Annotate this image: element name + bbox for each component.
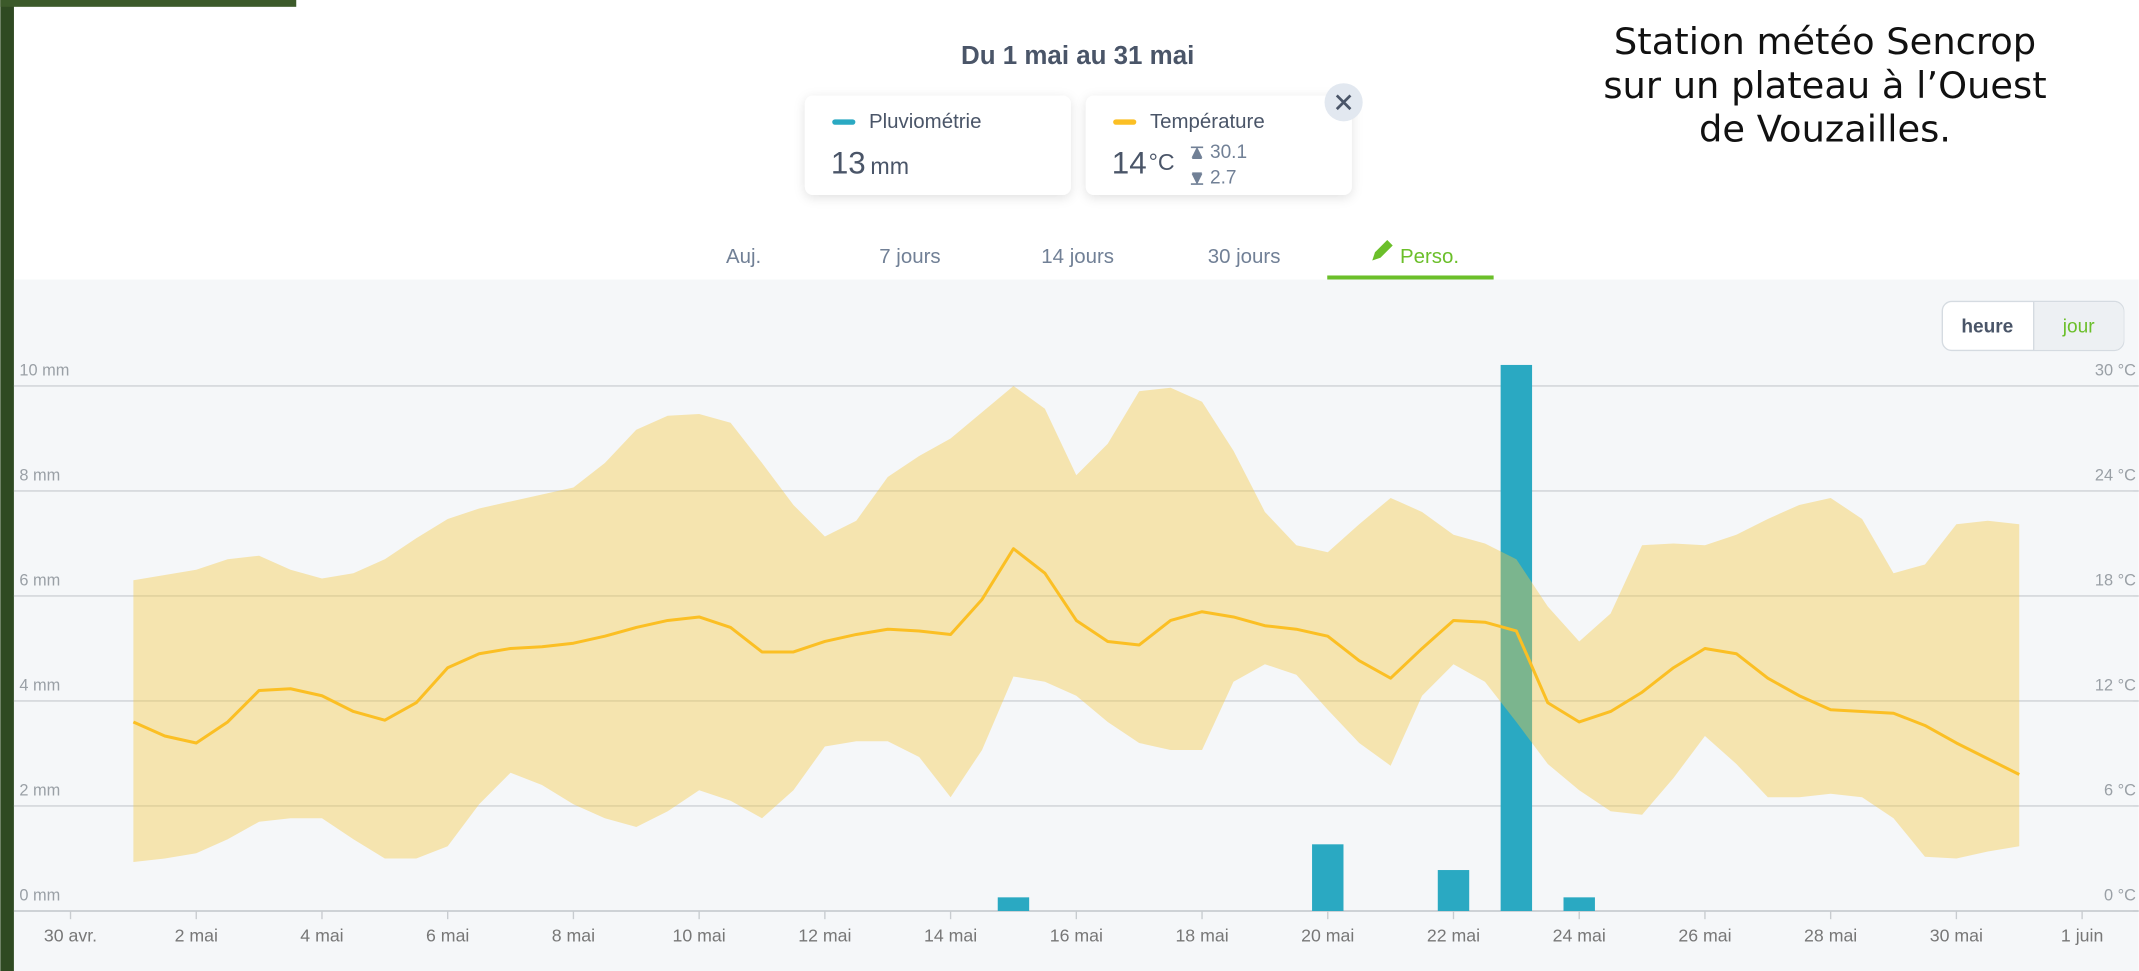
x-tick-label: 26 mai: [1678, 926, 1731, 946]
y2-tick-label: 6 °C: [2104, 781, 2136, 799]
y-tick-label: 6 mm: [19, 571, 60, 589]
screen: Du 1 mai au 31 mai Pluviométrie 13 mm Te…: [0, 0, 2139, 971]
card-label: Pluviométrie: [869, 110, 981, 133]
x-tick-label: 24 mai: [1553, 926, 1606, 946]
rain-bar: [998, 897, 1029, 911]
y2-tick-label: 18 °C: [2095, 571, 2136, 589]
card-unit: °C: [1149, 149, 1175, 175]
x-tick-label: 14 mai: [924, 926, 977, 946]
caption-line: de Vouzailles.: [1699, 107, 1951, 150]
tabs: Auj. 7 jours 14 jours 30 jours Perso.: [726, 240, 1494, 280]
y-tick-label: 0 mm: [19, 886, 60, 904]
x-tick-label: 8 mai: [552, 926, 595, 946]
y2-tick-label: 12 °C: [2095, 676, 2136, 694]
rain-card: Pluviométrie 13 mm: [805, 95, 1071, 195]
close-button[interactable]: [1325, 83, 1363, 121]
y-tick-label: 8 mm: [19, 466, 60, 484]
tab[interactable]: 14 jours: [1041, 245, 1114, 268]
x-tick-label: 2 mai: [175, 926, 218, 946]
legend-swatch: [1113, 119, 1136, 124]
edit-icon[interactable]: [1372, 240, 1392, 260]
card-value: 14: [1112, 145, 1147, 180]
tab[interactable]: Auj.: [726, 245, 761, 268]
photo-edge: [0, 0, 296, 7]
card-unit: mm: [870, 153, 909, 179]
body: Du 1 mai au 31 mai Pluviométrie 13 mm Te…: [0, 0, 2139, 971]
y2-tick-label: 0 °C: [2104, 886, 2136, 904]
card-label: Température: [1150, 110, 1265, 133]
toggle-option[interactable]: jour: [2062, 316, 2095, 337]
page: Station météo {"header": {"title": "Du 1…: [0, 0, 2139, 971]
y-tick-label: 10 mm: [19, 361, 69, 379]
temp-min: 2.7: [1210, 168, 1237, 189]
y-tick-label: 2 mm: [19, 781, 60, 799]
x-tick-label: 16 mai: [1050, 926, 1103, 946]
caption-line: sur un plateau à l’Ouest: [1603, 64, 2046, 107]
legend-swatch: [832, 119, 855, 124]
tab-underline: [1327, 275, 1493, 279]
tab[interactable]: 7 jours: [879, 245, 940, 268]
x-tick-label: 28 mai: [1804, 926, 1857, 946]
rain-bar: [1312, 844, 1343, 911]
x-tick-label: 1 juin: [2061, 926, 2103, 946]
toggle-option[interactable]: heure: [1961, 316, 2013, 337]
tab[interactable]: 30 jours: [1208, 245, 1281, 268]
temp-card: Température 14 °C 30.1 2.7: [1086, 95, 1352, 195]
temp-max: 30.1: [1210, 142, 1247, 163]
x-tick-label: 18 mai: [1175, 926, 1228, 946]
photo-edge: [0, 0, 14, 971]
card-value: 13: [831, 145, 866, 180]
x-tick-label: 30 mai: [1930, 926, 1983, 946]
tab[interactable]: Perso.: [1400, 245, 1459, 268]
view-toggle: heure jour: [1942, 301, 2123, 350]
rain-bar: [1564, 897, 1595, 911]
x-tick-label: 12 mai: [798, 926, 851, 946]
x-tick-label: 4 mai: [300, 926, 343, 946]
x-tick-label: 20 mai: [1301, 926, 1354, 946]
x-tick-label: 10 mai: [673, 926, 726, 946]
y-tick-label: 4 mm: [19, 676, 60, 694]
x-tick-label: 22 mai: [1427, 926, 1480, 946]
rain-bar: [1438, 870, 1469, 911]
y2-tick-label: 24 °C: [2095, 466, 2136, 484]
period-title: Du 1 mai au 31 mai: [961, 42, 1194, 70]
x-tick-label: 30 avr.: [44, 926, 97, 946]
caption-line: Station météo Sencrop: [1614, 20, 2036, 63]
x-tick-label: 6 mai: [426, 926, 469, 946]
y2-tick-label: 30 °C: [2095, 361, 2136, 379]
